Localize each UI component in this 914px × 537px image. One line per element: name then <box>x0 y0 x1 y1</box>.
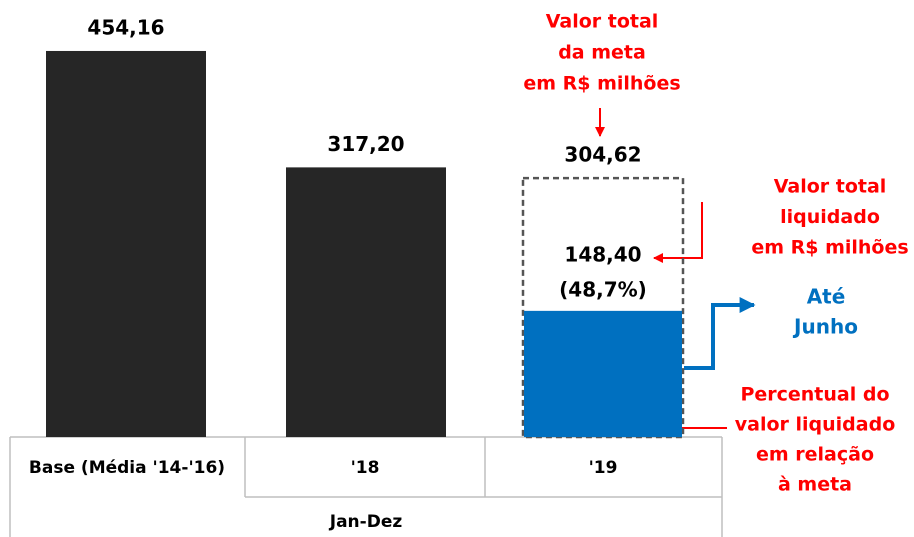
x-tick-label: '18 <box>351 458 380 478</box>
goal-bar <box>521 176 685 439</box>
group-label: Jan-Dez <box>329 512 403 532</box>
annotation: liquidado <box>780 206 880 228</box>
annotation: Até <box>807 285 846 309</box>
annotation: Percentual do <box>740 384 889 406</box>
annotation: Junho <box>792 315 858 339</box>
annotation: Valor total <box>774 176 887 198</box>
annotation: à meta <box>778 474 852 496</box>
value-label: 454,16 <box>87 15 164 39</box>
annotation: em relação <box>756 444 874 466</box>
annotation: Valor total <box>546 11 659 33</box>
annotation: da meta <box>558 42 646 64</box>
x-tick-label: Base (Média '14-'16) <box>29 458 225 478</box>
bar <box>286 167 446 437</box>
x-tick-label: '19 <box>589 458 618 478</box>
annotation: valor liquidado <box>735 414 896 436</box>
value-label: 317,20 <box>327 132 404 156</box>
annotation: em R$ milhões <box>751 237 908 259</box>
bar <box>46 50 206 438</box>
percent-label: (48,7%) <box>559 277 647 301</box>
value-label: 304,62 <box>564 143 641 167</box>
annotation: em R$ milhões <box>523 73 680 95</box>
achieved-label: 148,40 <box>564 242 641 266</box>
achieved-bar <box>524 310 682 437</box>
